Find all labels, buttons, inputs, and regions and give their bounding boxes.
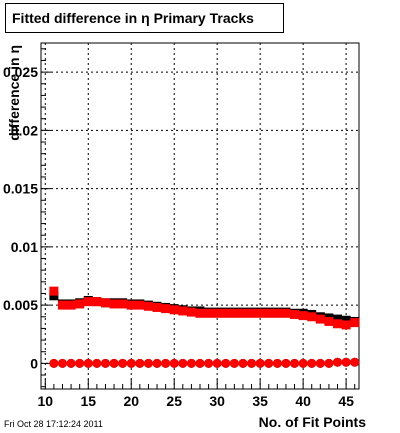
data-point-square [212, 308, 222, 318]
data-point-square [221, 308, 231, 318]
data-point-circle [221, 358, 231, 368]
data-point-circle [143, 358, 153, 368]
data-point-square [118, 299, 128, 309]
series-markers [49, 286, 360, 368]
data-point-square [92, 297, 102, 307]
data-point-circle [126, 358, 136, 368]
data-point-circle [195, 358, 205, 368]
y-tick-label: 0.015 [3, 181, 38, 197]
footer-timestamp: Fri Oct 28 17:12:24 2011 [4, 419, 103, 429]
data-point-square [135, 300, 145, 310]
grid-lines [41, 43, 359, 389]
data-point-circle [152, 358, 162, 368]
data-point-circle [264, 358, 274, 368]
data-point-square [49, 291, 59, 301]
x-tick-label: 35 [252, 393, 268, 409]
data-point-circle [290, 358, 300, 368]
data-point-square [298, 311, 308, 321]
data-point-circle [118, 358, 128, 368]
data-point-square [341, 315, 351, 325]
data-point-square [307, 312, 317, 322]
data-point-circle [169, 358, 179, 368]
data-point-circle [75, 358, 85, 368]
data-point-square [109, 299, 119, 309]
data-point-circle [66, 358, 76, 368]
data-point-circle [92, 358, 102, 368]
data-point-square [341, 320, 351, 330]
data-point-square [83, 297, 93, 307]
data-point-square [229, 308, 239, 318]
data-point-circle [83, 358, 93, 368]
data-point-square [281, 308, 291, 318]
data-point-square [178, 306, 188, 316]
data-point-circle [238, 358, 248, 368]
data-point-circle [109, 358, 119, 368]
data-point-circle [229, 358, 239, 368]
data-point-square [49, 286, 59, 296]
data-point-circle [49, 358, 59, 368]
data-point-circle [255, 358, 265, 368]
data-point-square [333, 314, 343, 324]
data-point-square [143, 301, 153, 311]
data-point-square [333, 319, 343, 329]
data-point-circle [161, 358, 171, 368]
data-point-circle [204, 358, 214, 368]
data-point-square [238, 308, 248, 318]
x-tick-label: 30 [209, 393, 225, 409]
x-axis-label: No. of Fit Points [259, 414, 367, 430]
x-tick-label: 25 [166, 393, 182, 409]
axis-ticks: 10 15 20 25 30 35 40 45 0 0.005 0.01 0.015 0.02 0.025 [3, 48, 356, 409]
y-tick-label: 0.02 [11, 122, 38, 138]
data-point-square [100, 298, 110, 308]
data-point-circle [178, 358, 188, 368]
y-tick-label: 0 [30, 355, 38, 371]
data-point-square [290, 309, 300, 319]
data-point-square [57, 300, 67, 310]
data-point-circle [272, 358, 282, 368]
x-tick-label: 10 [38, 393, 54, 409]
data-point-circle [135, 358, 145, 368]
data-point-circle [298, 358, 308, 368]
data-point-square [75, 299, 85, 309]
data-point-circle [324, 358, 334, 368]
x-tick-label: 45 [338, 393, 354, 409]
data-point-square [161, 304, 171, 314]
y-axis-label: difference in η [6, 45, 22, 141]
data-point-square [255, 308, 265, 318]
data-point-square [186, 307, 196, 317]
x-tick-label: 20 [123, 393, 139, 409]
data-point-square [247, 308, 257, 318]
data-point-square [272, 308, 282, 318]
data-point-square [195, 308, 205, 318]
data-point-circle [341, 357, 351, 367]
data-point-circle [315, 358, 325, 368]
chart-title: Fitted difference in η Primary Tracks [12, 10, 254, 26]
data-point-circle [57, 358, 67, 368]
data-point-square [126, 300, 136, 310]
data-point-circle [212, 358, 222, 368]
data-point-square [169, 305, 179, 315]
y-tick-label: 0.005 [3, 297, 38, 313]
data-point-square [152, 302, 162, 312]
data-point-circle [100, 358, 110, 368]
data-point-square [66, 300, 76, 310]
data-point-square [264, 308, 274, 318]
chart-title-box: Fitted difference in η Primary Tracks [5, 3, 284, 33]
data-point-square [315, 314, 325, 324]
data-point-circle [307, 358, 317, 368]
data-point-circle [350, 357, 360, 367]
x-tick-label: 40 [295, 393, 311, 409]
data-point-circle [186, 358, 196, 368]
data-point-circle [247, 358, 257, 368]
x-tick-label: 15 [80, 393, 96, 409]
data-point-square [324, 316, 334, 326]
y-tick-label: 0.025 [3, 64, 38, 80]
data-point-circle [333, 357, 343, 367]
data-point-circle [281, 358, 291, 368]
y-tick-label: 0.01 [11, 239, 38, 255]
data-point-square [350, 318, 360, 328]
data-point-square [204, 308, 214, 318]
